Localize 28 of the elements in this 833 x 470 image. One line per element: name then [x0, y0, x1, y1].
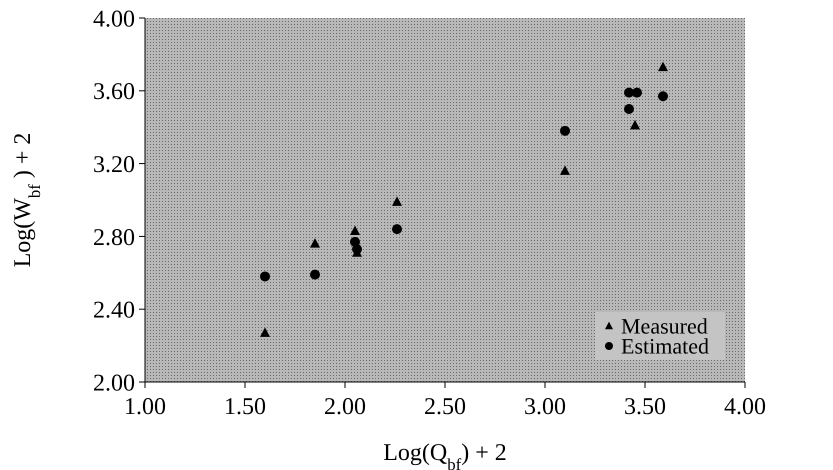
point [350, 225, 360, 235]
point [630, 120, 640, 130]
point [658, 62, 668, 72]
point [310, 270, 320, 280]
point [260, 271, 270, 282]
y-tick-label: 3.20 [93, 152, 135, 178]
y-tick-label: 2.00 [93, 370, 135, 396]
point [624, 104, 634, 114]
point [560, 126, 570, 136]
point [658, 91, 668, 102]
point [560, 165, 570, 175]
point [260, 327, 270, 337]
point [310, 238, 320, 248]
x-axis-title: Log(Q$_{bf}$) + 2 [383, 440, 507, 470]
y-tick-label: 3.60 [93, 79, 135, 106]
y-tick-label: 4.00 [93, 6, 135, 32]
point [632, 88, 642, 98]
y-tick-label: 2.40 [93, 298, 135, 324]
x-tick-label: 1.50 [224, 394, 266, 420]
x-tick-label: 4.00 [724, 394, 766, 420]
x-tick-label: 2.00 [324, 394, 366, 420]
point [392, 196, 402, 206]
point [392, 224, 402, 234]
x-tick-label: 3.00 [524, 394, 566, 420]
y-tick-label: 2.80 [93, 224, 135, 251]
x-tick-label: 3.50 [624, 394, 666, 420]
x-tick-label: 2.50 [424, 394, 466, 420]
x-tick-label: 1.00 [124, 394, 166, 420]
